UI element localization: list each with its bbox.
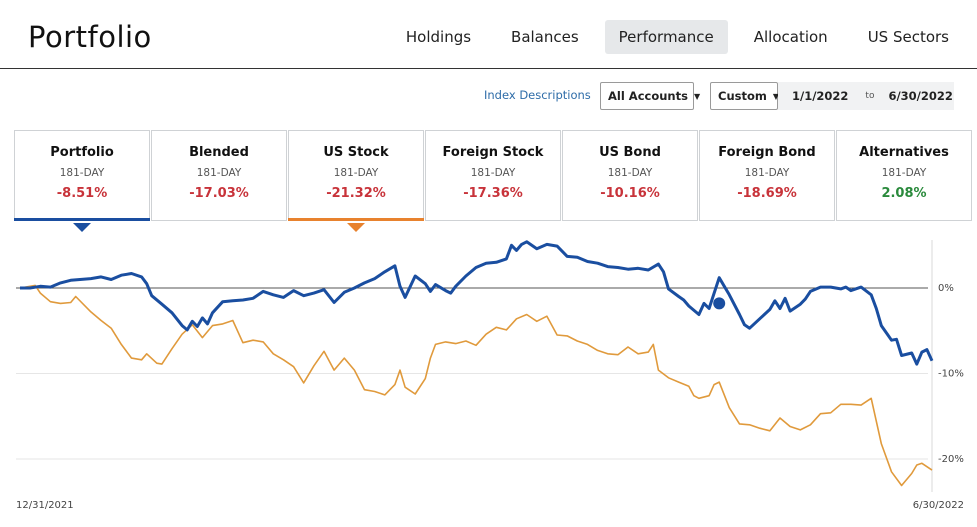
- tab-holdings[interactable]: Holdings: [405, 28, 472, 46]
- performance-cards: Portfolio 181-DAY -8.51% Blended 181-DAY…: [14, 130, 972, 232]
- y-tick-label: 0%: [938, 283, 954, 294]
- tab-balances[interactable]: Balances: [511, 28, 579, 46]
- card-alternatives[interactable]: Alternatives 181-DAY 2.08%: [836, 130, 972, 221]
- card-value: -21.32%: [326, 186, 386, 201]
- card-name: Foreign Bond: [718, 145, 816, 160]
- card-blended[interactable]: Blended 181-DAY -17.03%: [151, 130, 287, 221]
- card-us-stock[interactable]: US Stock 181-DAY -21.32%: [288, 130, 424, 232]
- card-value: -8.51%: [56, 186, 108, 201]
- chevron-down-icon: ▼: [772, 91, 780, 101]
- x-start-label: 12/31/2021: [16, 500, 74, 511]
- tab-us-sectors[interactable]: US Sectors: [867, 28, 949, 46]
- pointer-arrow-icon: [73, 223, 91, 232]
- card-name: US Bond: [599, 145, 661, 160]
- header: Portfolio Holdings Balances Performance …: [0, 0, 977, 69]
- series-layer: [19, 240, 934, 487]
- chart-svg: 0% -10% -20% 12/31/2021 6/30/2022: [16, 240, 964, 511]
- card-period: 181-DAY: [59, 167, 105, 179]
- card-name: Blended: [189, 145, 249, 160]
- tab-allocation[interactable]: Allocation: [753, 28, 828, 46]
- card-name: Portfolio: [50, 145, 114, 160]
- card-period: 181-DAY: [470, 167, 516, 179]
- card-foreign-stock[interactable]: Foreign Stock 181-DAY -17.36%: [425, 130, 561, 221]
- card-period: 181-DAY: [881, 167, 927, 179]
- performance-chart: 0% -10% -20% 12/31/2021 6/30/2022: [0, 230, 977, 527]
- card-value: -10.16%: [600, 186, 660, 201]
- card-period: 181-DAY: [607, 167, 653, 179]
- card-period: 181-DAY: [744, 167, 790, 179]
- card-value: 2.08%: [881, 186, 927, 201]
- grid-layer: [16, 240, 933, 492]
- accounts-select-value: All Accounts: [608, 89, 688, 103]
- selected-indicator: [14, 218, 150, 221]
- range-select[interactable]: Custom ▼: [710, 82, 780, 110]
- selected-indicator: [288, 218, 424, 221]
- tab-performance[interactable]: Performance: [604, 20, 728, 54]
- page-title: Portfolio: [28, 20, 152, 54]
- y-tick-label: -10%: [938, 369, 964, 380]
- series-line-us-stock: [19, 284, 933, 487]
- pointer-arrow-icon: [347, 223, 365, 232]
- card-foreign-bond[interactable]: Foreign Bond 181-DAY -18.69%: [699, 130, 835, 221]
- controls-bar: Index Descriptions All Accounts ▼ Custom…: [0, 69, 977, 124]
- range-select-value: Custom: [718, 89, 767, 103]
- end-date-field[interactable]: 6/30/2022: [888, 89, 953, 103]
- card-name: Alternatives: [859, 145, 949, 160]
- date-to-label: to: [865, 91, 875, 101]
- hover-marker: [713, 297, 726, 310]
- card-portfolio[interactable]: Portfolio 181-DAY -8.51%: [14, 130, 150, 232]
- card-value: -17.36%: [463, 186, 523, 201]
- nav-tabs: Holdings Balances Performance Allocation…: [392, 20, 963, 54]
- chevron-down-icon: ▼: [693, 91, 701, 101]
- accounts-select[interactable]: All Accounts ▼: [600, 82, 700, 110]
- start-date-field[interactable]: 1/1/2022: [792, 89, 849, 103]
- card-value: -18.69%: [737, 186, 797, 201]
- card-period: 181-DAY: [333, 167, 379, 179]
- card-name: Foreign Stock: [442, 145, 544, 160]
- y-tick-label: -20%: [938, 454, 964, 465]
- card-name: US Stock: [323, 145, 389, 160]
- label-layer: 0% -10% -20% 12/31/2021 6/30/2022: [16, 283, 964, 511]
- series-line-portfolio: [20, 240, 934, 366]
- card-period: 181-DAY: [196, 167, 242, 179]
- x-end-label: 6/30/2022: [913, 500, 964, 511]
- card-us-bond[interactable]: US Bond 181-DAY -10.16%: [562, 130, 698, 221]
- index-descriptions-link[interactable]: Index Descriptions: [484, 88, 591, 102]
- date-range: 1/1/2022 to 6/30/2022: [778, 82, 954, 110]
- card-value: -17.03%: [189, 186, 249, 201]
